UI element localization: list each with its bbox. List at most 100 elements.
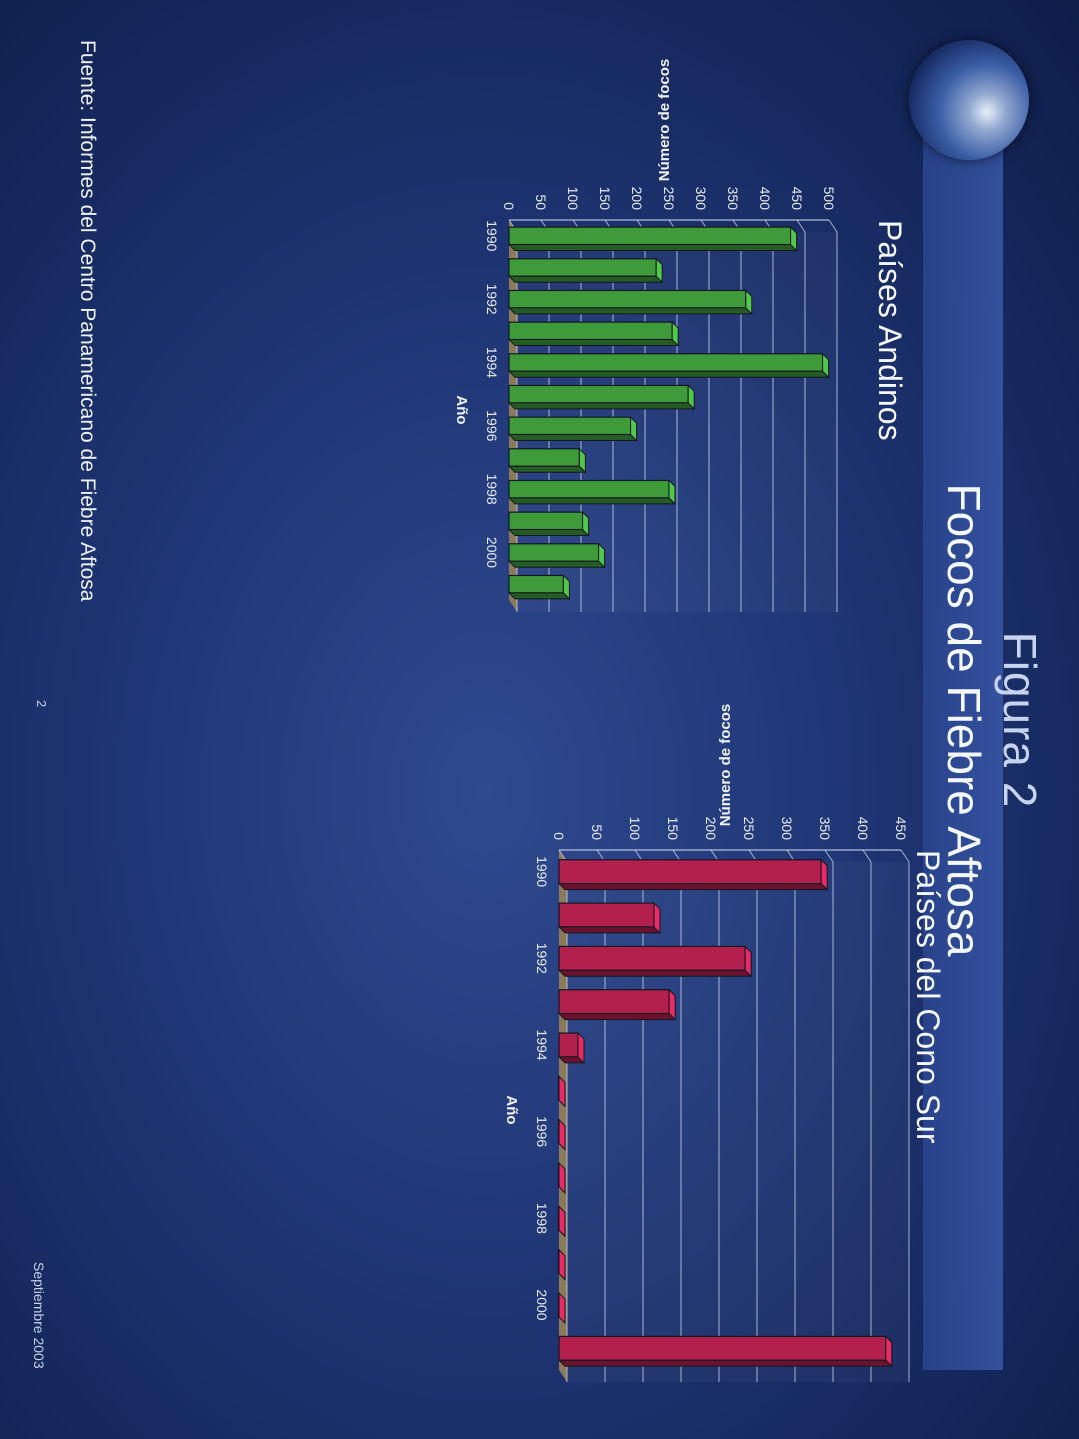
bar-top: [558, 1118, 566, 1151]
bar-top: [745, 289, 753, 316]
bar-top: [558, 1205, 566, 1238]
bar-front: [508, 511, 584, 531]
bar-front: [508, 289, 747, 309]
bar-top: [885, 1335, 893, 1368]
bar-front: [508, 448, 580, 467]
bar: [557, 1118, 566, 1151]
x-axis-title: Año: [503, 1095, 520, 1124]
y-axis-title: Número de focos: [656, 59, 673, 182]
chart-title: Países del Cono Sur: [910, 850, 946, 1144]
y-tick-label: 0: [501, 202, 517, 210]
bar-front: [508, 543, 600, 562]
bar: [507, 415, 638, 442]
x-tick-label: 2000: [484, 537, 500, 568]
bar-front: [508, 321, 673, 341]
y-axis-title: Número de focos: [717, 704, 734, 827]
y-tick-label: 500: [821, 187, 837, 211]
bar-top: [558, 1291, 566, 1325]
y-tick-label: 400: [757, 187, 773, 211]
y-tick-label: 400: [855, 817, 871, 841]
bar-top: [558, 1161, 566, 1195]
bar-top: [822, 352, 830, 379]
bar-top: [558, 1075, 566, 1108]
bar: [507, 352, 830, 379]
chart-paises-cono-sur: Países del Cono Sur 0 50 100 150 200 250 300 350…: [503, 704, 946, 1382]
bar-top: [598, 542, 606, 569]
bar-side: [557, 969, 753, 977]
bar-side: [507, 402, 696, 410]
page-number: 2: [34, 700, 49, 708]
y-tick-label: 250: [661, 187, 677, 211]
x-tick-label: 1992: [484, 284, 500, 315]
bar-top: [744, 945, 752, 978]
bar-front: [558, 989, 670, 1015]
bar-front: [558, 1335, 887, 1361]
gridline: [824, 849, 834, 1382]
gridline: [900, 849, 910, 1382]
chart-title: Países Andinos: [872, 220, 908, 441]
bar-top: [578, 447, 586, 474]
x-tick-label: 1990: [484, 220, 500, 251]
bar-top: [671, 320, 679, 347]
bar-front: [508, 258, 657, 277]
gridline: [796, 219, 806, 612]
x-tick-label: 1998: [484, 474, 500, 505]
y-tick-label: 300: [693, 187, 709, 211]
bar-side: [507, 592, 571, 600]
x-tick-label: 1990: [534, 856, 550, 887]
source-note: Fuente: Informes del Centro Panamericano…: [76, 40, 99, 602]
y-tick-label: 150: [597, 187, 613, 211]
y-tick-label: 0: [551, 832, 567, 840]
bar: [557, 901, 662, 935]
bar: [507, 479, 677, 506]
y-tick-label: 300: [779, 817, 795, 841]
gridline: [862, 849, 872, 1382]
y-tick-label: 100: [627, 817, 643, 841]
bar-front: [508, 384, 689, 404]
x-axis-title: Año: [453, 395, 470, 424]
gridline: [828, 219, 838, 612]
bar-top: [653, 901, 661, 935]
date-note: Septiembre 2003: [31, 1262, 47, 1369]
bar-side: [507, 529, 590, 537]
bar: [557, 945, 753, 978]
bar: [557, 1075, 566, 1108]
bar-side: [557, 1359, 894, 1367]
bar-front: [558, 902, 655, 928]
x-tick-label: 1998: [534, 1203, 550, 1234]
y-tick-label: 450: [893, 817, 909, 841]
bar-front: [508, 226, 792, 246]
bar: [507, 574, 571, 601]
bar-front: [558, 859, 822, 885]
bar-top: [558, 1248, 566, 1281]
bar: [507, 447, 587, 474]
bar: [507, 384, 696, 411]
bar-side: [507, 307, 754, 315]
y-tick-label: 350: [817, 817, 833, 841]
bar-top: [820, 858, 828, 891]
chart-paises-andinos: Países Andinos 0 50 100 150 200 250 300 350 400 45…: [453, 59, 908, 612]
bar-top: [668, 988, 676, 1021]
y-tick-label: 250: [741, 817, 757, 841]
bar: [557, 1205, 566, 1238]
bar: [507, 320, 680, 347]
bar: [557, 1031, 586, 1065]
bar: [507, 289, 754, 316]
bar-side: [507, 465, 587, 473]
plot-back-wall: [567, 862, 909, 1382]
y-tick-label: 350: [725, 187, 741, 211]
bar-top: [582, 510, 590, 537]
y-tick-label: 100: [565, 187, 581, 211]
bar-side: [507, 370, 830, 378]
x-tick-label: 1992: [534, 943, 550, 974]
bar-side: [507, 275, 664, 283]
y-tick-label: 200: [629, 187, 645, 211]
bar-front: [508, 479, 670, 499]
y-tick-label: 200: [703, 817, 719, 841]
bar: [557, 1248, 566, 1281]
bar: [507, 542, 606, 569]
bar-front: [558, 945, 746, 971]
bar-top: [687, 384, 695, 411]
bar: [557, 1291, 566, 1325]
